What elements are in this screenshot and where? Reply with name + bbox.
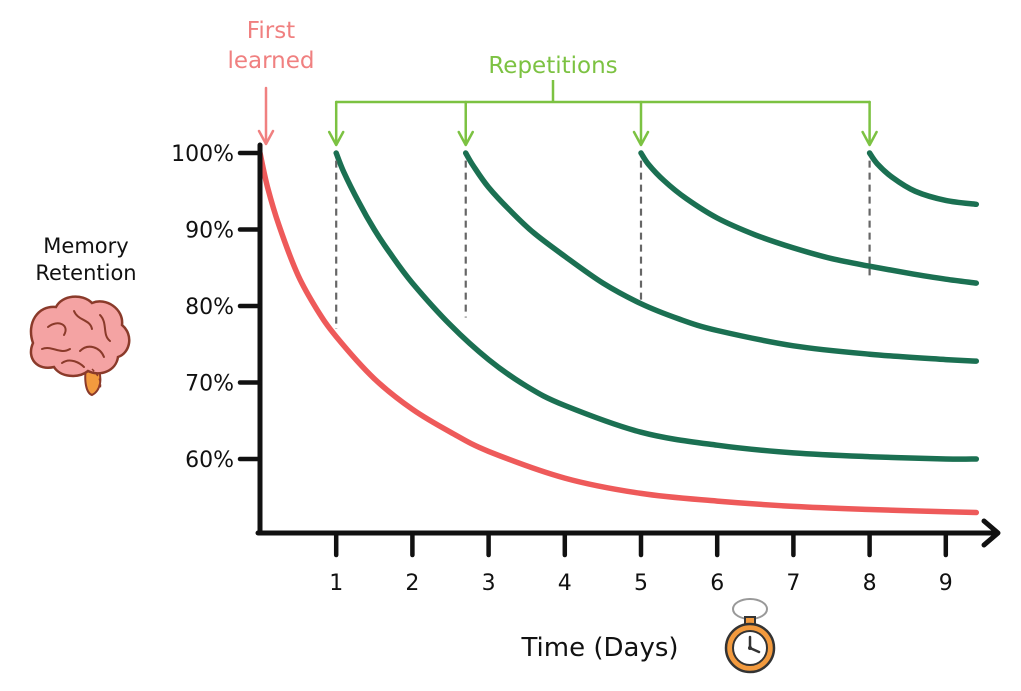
x-tick-label-1: 1 bbox=[329, 571, 343, 596]
y-tick-label-60: 60% bbox=[185, 448, 234, 473]
repetition-arrowhead-1 bbox=[327, 130, 345, 147]
repetition-arrowhead-3 bbox=[632, 130, 650, 147]
annotations-layer: First learned Repetitions bbox=[227, 18, 878, 147]
repetition-arrowhead-4 bbox=[861, 130, 878, 147]
repetition-curve-3 bbox=[638, 150, 980, 286]
stopwatch-icon bbox=[724, 598, 776, 674]
x-tick-label-2: 2 bbox=[405, 571, 419, 596]
repetition-curve-4 bbox=[866, 150, 980, 208]
first-learned-line-2: learned bbox=[227, 48, 314, 74]
y-tick-label-80: 80% bbox=[185, 295, 234, 320]
repetition-curve-1 bbox=[333, 150, 980, 462]
x-tick-label-5: 5 bbox=[634, 571, 648, 596]
y-ticks-layer: 100% 90% 80% 70% 60% bbox=[171, 142, 263, 473]
drop-lines-layer bbox=[335, 160, 871, 329]
y-tick-label-100: 100% bbox=[171, 142, 234, 167]
x-axis-title: Time (Days) bbox=[520, 633, 678, 663]
x-ticks-layer: 1 2 3 4 5 6 7 8 9 bbox=[329, 530, 953, 596]
repetitions-label: Repetitions bbox=[488, 53, 617, 79]
repetition-curve-2 bbox=[462, 150, 980, 364]
first-learned-label: First learned bbox=[227, 18, 314, 74]
x-tick-label-9: 9 bbox=[939, 571, 953, 596]
repetition-arrowhead-2 bbox=[457, 130, 474, 147]
y-axis-title: Memory Retention bbox=[35, 234, 136, 285]
first-learned-line-1: First bbox=[247, 18, 295, 44]
x-axis-arrowhead bbox=[981, 518, 1001, 548]
curves-layer bbox=[257, 150, 980, 516]
x-tick-label-4: 4 bbox=[558, 571, 572, 596]
brain-icon bbox=[29, 295, 131, 397]
y-tick-label-70: 70% bbox=[185, 372, 234, 397]
x-tick-label-6: 6 bbox=[710, 571, 724, 596]
x-tick-label-7: 7 bbox=[786, 571, 800, 596]
y-axis-title-line-1: Memory bbox=[43, 234, 128, 258]
x-tick-label-8: 8 bbox=[863, 571, 877, 596]
x-tick-label-3: 3 bbox=[482, 571, 496, 596]
y-tick-label-90: 90% bbox=[185, 219, 234, 244]
first-learned-arrowhead bbox=[257, 129, 275, 146]
forgetting-curve bbox=[257, 150, 980, 516]
y-axis-title-line-2: Retention bbox=[35, 261, 136, 285]
